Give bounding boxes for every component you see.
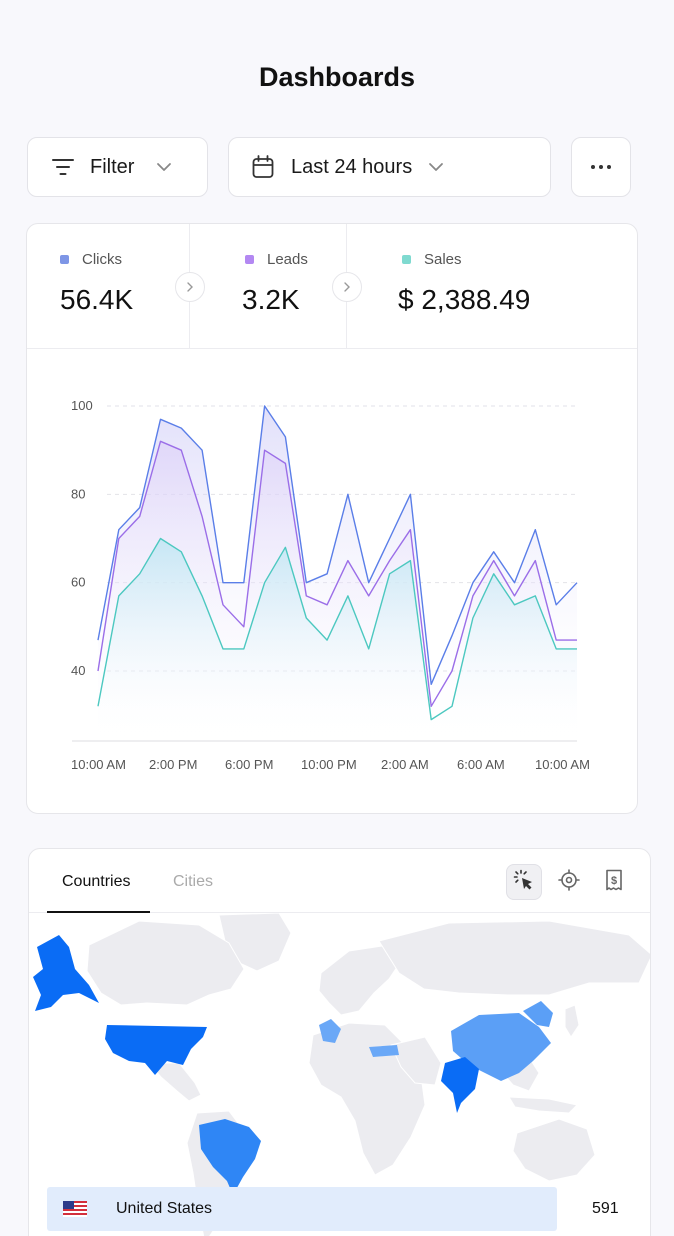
table-row[interactable]: United States bbox=[47, 1187, 557, 1231]
country-name: United States bbox=[116, 1200, 213, 1217]
chevron-right-icon bbox=[175, 272, 205, 302]
chevron-down-icon bbox=[156, 162, 172, 172]
metric-leads-value: 3.2K bbox=[242, 284, 300, 315]
page-title: Dashboards bbox=[258, 62, 416, 92]
metric-leads-label: Leads bbox=[267, 251, 308, 268]
metric-sales-label: Sales bbox=[424, 251, 462, 268]
brazil-region bbox=[199, 1119, 261, 1195]
metric-sales-header: Sales bbox=[402, 251, 462, 268]
x-tick-label: 10:00 AM bbox=[71, 757, 126, 772]
chevron-right-icon bbox=[332, 272, 362, 302]
australia-region bbox=[512, 1118, 596, 1182]
target-icon bbox=[558, 868, 580, 896]
indonesia-region bbox=[508, 1096, 579, 1114]
metric-clicks-header: Clicks bbox=[60, 251, 122, 268]
filter-button[interactable]: Filter bbox=[27, 137, 208, 197]
calendar-icon bbox=[252, 155, 274, 179]
x-tick-label: 10:00 AM bbox=[535, 757, 590, 772]
receipt-button[interactable]: $ bbox=[596, 864, 632, 900]
central-america-region bbox=[147, 1062, 202, 1102]
x-axis-ticks: 10:00 AM 2:00 PM 6:00 PM 10:00 PM 2:00 AM 6:0… bbox=[71, 757, 590, 772]
canada-region bbox=[86, 920, 245, 1006]
metric-sales[interactable]: Sales $ 2,388.49 bbox=[347, 224, 637, 349]
x-tick-label: 6:00 AM bbox=[457, 757, 505, 772]
sales-dot bbox=[402, 255, 411, 264]
leads-series-line bbox=[97, 440, 577, 707]
china-region bbox=[451, 1013, 551, 1081]
sales-series-line bbox=[97, 537, 577, 721]
more-horizontal-icon bbox=[590, 164, 612, 170]
svg-text:$: $ bbox=[611, 875, 617, 887]
map-tabs: Countries Cities $ bbox=[29, 849, 650, 913]
chart-lines bbox=[97, 405, 578, 721]
alaska-region bbox=[33, 935, 99, 1011]
cursor-click-button[interactable] bbox=[506, 864, 542, 900]
cursor-click-icon bbox=[513, 869, 535, 896]
metric-sales-value: $ 2,388.49 bbox=[398, 284, 531, 315]
china-northeast-region bbox=[523, 1001, 553, 1027]
metric-clicks-label: Clicks bbox=[82, 251, 122, 268]
tab-countries[interactable]: Countries bbox=[62, 873, 131, 890]
x-tick-label: 2:00 PM bbox=[149, 757, 197, 772]
y-tick-label: 60 bbox=[71, 575, 85, 590]
x-tick-label: 10:00 PM bbox=[301, 757, 357, 772]
active-tab-indicator bbox=[47, 911, 150, 913]
analytics-card: Clicks 56.4K Leads 3.2K Sales $ 2,388.49 bbox=[26, 223, 638, 814]
us-flag-icon bbox=[63, 1201, 87, 1217]
leads-dot bbox=[245, 255, 254, 264]
tab-cities[interactable]: Cities bbox=[173, 873, 214, 890]
france-region bbox=[319, 1019, 341, 1043]
y-tick-label: 100 bbox=[71, 398, 93, 413]
y-tick-label: 40 bbox=[71, 663, 85, 678]
world-map bbox=[33, 913, 650, 1236]
receipt-dollar-icon: $ bbox=[604, 869, 624, 896]
date-range-label: Last 24 hours bbox=[291, 155, 413, 178]
more-options-button[interactable] bbox=[571, 137, 631, 197]
map-card: Countries Cities $ bbox=[28, 848, 651, 1236]
line-chart: 40 60 80 100 10:00 AM 2:00 PM 6:00 PM 10:00 PM… bbox=[71, 398, 590, 772]
sales-area bbox=[98, 538, 577, 741]
target-button[interactable] bbox=[551, 864, 587, 900]
metric-clicks-value: 56.4K bbox=[60, 284, 134, 315]
filter-icon bbox=[52, 158, 74, 176]
russia-region bbox=[378, 920, 650, 996]
usa-region bbox=[105, 1025, 207, 1075]
clicks-dot bbox=[60, 255, 69, 264]
y-tick-label: 80 bbox=[71, 486, 85, 501]
metric-leads[interactable]: Leads 3.2K bbox=[190, 224, 347, 349]
chevron-down-icon bbox=[428, 162, 444, 172]
metric-clicks[interactable]: Clicks 56.4K bbox=[27, 224, 190, 349]
x-tick-label: 6:00 PM bbox=[225, 757, 273, 772]
japan-region bbox=[564, 1004, 580, 1038]
metrics-row: Clicks 56.4K Leads 3.2K Sales $ 2,388.49 bbox=[27, 224, 637, 349]
middle-east-region bbox=[390, 1036, 442, 1086]
turkey-region bbox=[369, 1045, 399, 1057]
country-value: 591 bbox=[592, 1200, 619, 1217]
chart-areas bbox=[98, 406, 577, 741]
africa-region bbox=[308, 1022, 426, 1176]
date-range-button[interactable]: Last 24 hours bbox=[228, 137, 551, 197]
filter-label: Filter bbox=[90, 155, 135, 178]
clicks-series-line bbox=[97, 405, 578, 685]
india-region bbox=[441, 1057, 479, 1113]
europe-region bbox=[318, 944, 402, 1016]
x-tick-label: 2:00 AM bbox=[381, 757, 429, 772]
metric-leads-header: Leads bbox=[245, 251, 308, 268]
